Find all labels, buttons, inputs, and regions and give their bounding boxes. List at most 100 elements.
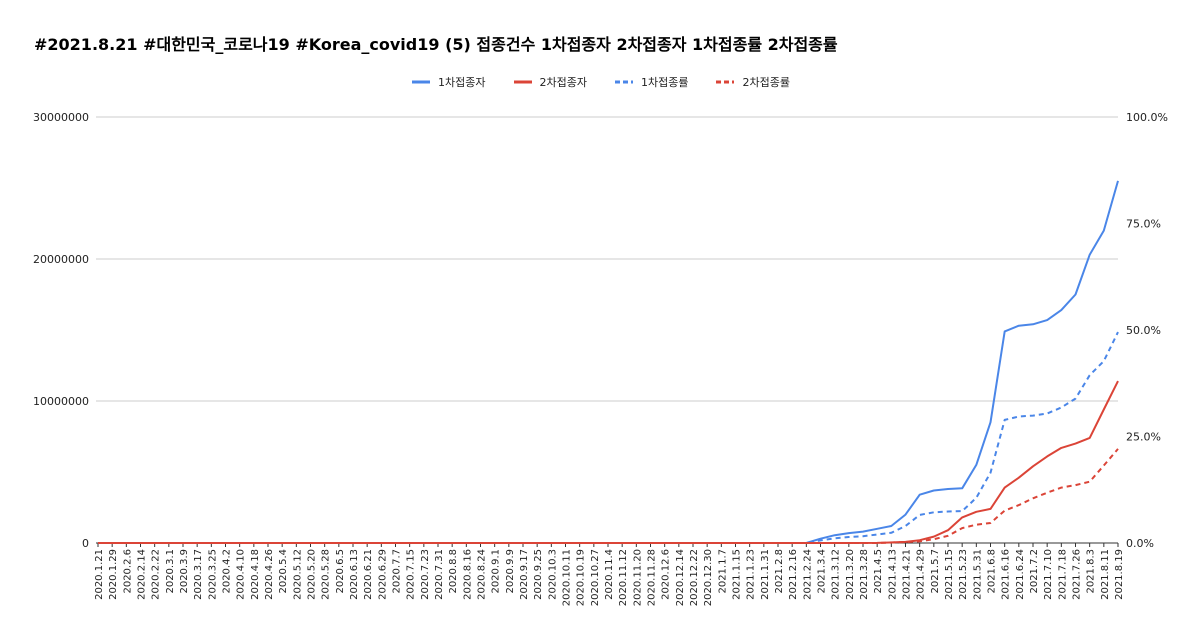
- x-tick-label: 2021.3.20: [845, 549, 856, 600]
- x-tick-label: 2020.3.17: [193, 549, 204, 600]
- x-tick-label: 2020.3.1: [165, 549, 176, 594]
- x-tick-label: 2020.6.29: [377, 549, 388, 600]
- x-tick-label: 2020.11.20: [632, 549, 643, 606]
- x-tick-label: 2021.2.24: [802, 549, 813, 600]
- x-tick-label: 2021.1.7: [717, 549, 728, 594]
- x-tick-label: 2020.6.13: [349, 549, 360, 600]
- legend-swatch: [513, 80, 532, 84]
- x-tick-label: 2021.8.19: [1114, 549, 1125, 600]
- x-tick-label: 2021.5.7: [930, 549, 941, 594]
- x-tick-label: 2021.6.16: [1001, 549, 1012, 600]
- y-right-tick-label: 75.0%: [1126, 218, 1161, 231]
- series-line-4: [98, 448, 1119, 544]
- x-tick-label: 2021.7.18: [1057, 549, 1068, 600]
- x-tick-label: 2021.4.21: [902, 549, 913, 600]
- x-tick-label: 2020.3.25: [207, 549, 218, 600]
- x-tick-label: 2020.7.31: [434, 549, 445, 600]
- x-tick-label: 2020.8.16: [462, 549, 473, 600]
- x-tick-label: 2021.4.29: [916, 549, 927, 600]
- legend-label: 2차접종자: [539, 76, 587, 89]
- x-tick-label: 2020.3.9: [179, 549, 190, 594]
- legend-item-1: 1차접종자: [410, 74, 486, 90]
- x-tick-label: 2020.12.30: [703, 549, 714, 606]
- legend-swatch: [615, 80, 633, 84]
- x-tick-label: 2020.1.21: [94, 549, 105, 600]
- x-tick-label: 2020.7.15: [406, 549, 417, 600]
- x-tick-label: 2021.8.11: [1100, 549, 1111, 600]
- x-tick-label: 2020.10.11: [562, 549, 573, 606]
- y-left-tick-label: 0: [82, 537, 89, 550]
- legend-label: 1차접종률: [641, 76, 689, 89]
- x-tick-label: 2020.10.19: [576, 549, 587, 606]
- legend: 1차접종자 2차접종자 1차접종률 2차접종률: [0, 74, 1200, 90]
- x-tick-label: 2021.7.10: [1043, 549, 1054, 600]
- x-tick-label: 2020.5.4: [278, 549, 289, 594]
- series-line-3: [98, 331, 1119, 544]
- x-tick-label: 2021.1.15: [732, 549, 743, 600]
- x-tick-label: 2020.10.3: [547, 549, 558, 600]
- x-tick-label: 2021.5.23: [958, 549, 969, 600]
- x-tick-label: 2020.9.9: [505, 549, 516, 594]
- y-left-tick-label: 10000000: [33, 395, 89, 408]
- x-tick-label: 2021.8.3: [1086, 549, 1097, 594]
- x-tick-label: 2020.2.14: [137, 549, 148, 600]
- x-tick-label: 2020.9.25: [533, 549, 544, 600]
- y-right-tick-label: 100.0%: [1126, 111, 1168, 124]
- x-tick-label: 2020.10.27: [590, 549, 601, 606]
- legend-swatch: [716, 80, 735, 84]
- x-tick-label: 2020.11.4: [604, 549, 615, 600]
- chart-title: #2021.8.21 #대한민국_코로나19 #Korea_covid19 (5…: [34, 35, 838, 54]
- x-tick-label: 2020.9.1: [491, 549, 502, 594]
- x-tick-label: 2021.4.13: [887, 549, 898, 600]
- x-tick-label: 2021.7.26: [1072, 549, 1083, 600]
- x-tick-label: 2020.4.2: [222, 549, 233, 594]
- x-tick-label: 2020.9.17: [519, 549, 530, 600]
- x-tick-label: 2021.3.4: [817, 549, 828, 594]
- x-tick-label: 2021.2.8: [774, 549, 785, 594]
- x-tick-label: 2020.4.10: [236, 549, 247, 600]
- x-tick-label: 2021.6.8: [987, 549, 998, 594]
- x-tick-label: 2020.2.22: [151, 549, 162, 600]
- series-line-1: [98, 180, 1119, 544]
- x-tick-label: 2020.4.18: [250, 549, 261, 600]
- x-tick-label: 2021.2.16: [788, 549, 799, 600]
- x-tick-label: 2021.6.24: [1015, 549, 1026, 600]
- legend-item-2: 2차접종자: [512, 74, 587, 90]
- legend-label: 1차접종자: [438, 76, 486, 89]
- x-tick-label: 2020.2.6: [122, 549, 133, 594]
- y-right-tick-label: 50.0%: [1126, 324, 1161, 337]
- x-tick-label: 2020.11.28: [647, 549, 658, 606]
- x-tick-label: 2020.5.28: [321, 549, 332, 600]
- x-tick-label: 2021.3.28: [859, 549, 870, 600]
- x-tick-label: 2021.1.31: [760, 549, 771, 600]
- legend-item-4: 2차접종률: [714, 74, 790, 90]
- x-tick-label: 2020.8.24: [477, 549, 488, 600]
- x-tick-label: 2020.12.6: [661, 549, 672, 600]
- series-line-2: [98, 380, 1119, 544]
- legend-item-3: 1차접종률: [613, 74, 688, 90]
- x-tick-label: 2020.5.20: [307, 549, 318, 600]
- x-tick-label: 2020.12.22: [689, 549, 700, 606]
- x-tick-label: 2020.7.7: [392, 549, 403, 594]
- x-tick-label: 2020.6.5: [335, 549, 346, 594]
- x-tick-label: 2021.7.2: [1029, 549, 1040, 594]
- x-tick-label: 2020.1.29: [108, 549, 119, 600]
- x-tick-label: 2021.4.5: [873, 549, 884, 594]
- x-tick-label: 2020.12.14: [675, 549, 686, 606]
- x-tick-label: 2020.4.26: [264, 549, 275, 600]
- x-tick-label: 2021.5.31: [972, 549, 983, 600]
- legend-label: 2차접종률: [742, 76, 790, 89]
- x-tick-label: 2021.1.23: [746, 549, 757, 600]
- legend-swatch: [412, 80, 431, 84]
- x-tick-label: 2020.11.12: [618, 549, 629, 606]
- x-tick-label: 2021.3.12: [831, 549, 842, 600]
- x-tick-label: 2021.5.15: [944, 549, 955, 600]
- x-tick-label: 2020.8.8: [448, 549, 459, 594]
- y-right-tick-label: 25.0%: [1126, 431, 1161, 444]
- y-left-tick-label: 20000000: [33, 253, 89, 266]
- x-tick-label: 2020.7.23: [420, 549, 431, 600]
- x-tick-label: 2020.5.12: [292, 549, 303, 600]
- y-left-tick-label: 30000000: [33, 111, 89, 124]
